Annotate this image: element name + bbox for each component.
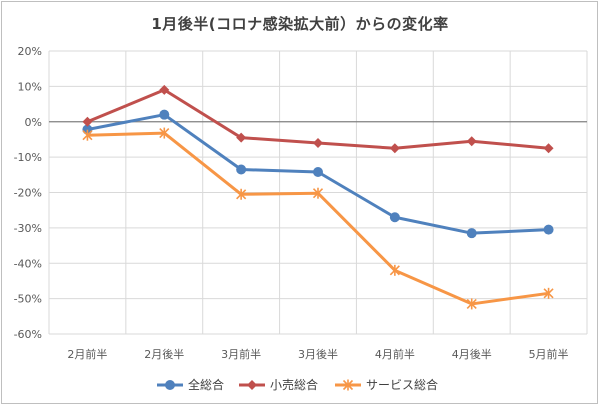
data-point <box>313 166 323 177</box>
data-point <box>236 132 247 143</box>
data-point <box>389 264 400 276</box>
y-tick-label: -50% <box>14 293 42 306</box>
data-point <box>466 228 477 239</box>
x-tick-label: 3月前半 <box>221 347 261 361</box>
series-0 <box>82 109 554 239</box>
legend-item: 全総合 <box>157 377 224 392</box>
data-point <box>82 129 93 141</box>
y-tick-label: 20% <box>18 45 42 58</box>
y-tick-label: 0% <box>25 116 42 129</box>
legend-label: 全総合 <box>188 377 224 392</box>
data-point <box>247 380 257 390</box>
y-axis: 20% 10% 0% -10% -20% -30% -40% -50% -60% <box>14 45 42 341</box>
x-tick-label: 2月前半 <box>67 347 107 361</box>
legend-item: サービス総合 <box>335 377 438 392</box>
series-2 <box>82 127 554 310</box>
data-point <box>389 143 400 154</box>
x-tick-label: 3月後半 <box>298 347 338 361</box>
data-point <box>236 188 247 200</box>
data-point <box>342 379 354 391</box>
data-point <box>543 224 554 235</box>
legend-label: 小売総合 <box>270 377 318 392</box>
x-tick-label: 2月後半 <box>144 347 184 361</box>
y-tick-label: -30% <box>14 222 42 235</box>
x-tick-label: 5月前半 <box>529 347 569 361</box>
data-point <box>236 164 247 175</box>
data-point <box>466 136 477 147</box>
chart-title: 1月後半(コロナ感染拡大前）からの変化率 <box>151 15 449 33</box>
data-point <box>543 143 554 154</box>
x-tick-label: 4月後半 <box>452 347 492 361</box>
data-point <box>165 380 175 390</box>
y-tick-label: -40% <box>14 257 42 270</box>
legend: 全総合 小売総合 サービス総合 <box>157 377 438 392</box>
data-point <box>159 84 170 95</box>
data-point <box>82 116 93 127</box>
data-point <box>312 187 324 199</box>
data-point <box>466 298 477 310</box>
data-point <box>313 137 323 148</box>
data-point <box>159 109 170 120</box>
data-point <box>389 212 400 223</box>
series-1 <box>82 84 554 154</box>
data-point <box>543 287 554 299</box>
x-tick-label: 4月前半 <box>375 347 415 361</box>
y-tick-label: -60% <box>14 328 42 341</box>
legend-item: 小売総合 <box>239 377 318 392</box>
series-layer <box>82 84 554 310</box>
y-tick-label: -20% <box>14 187 42 200</box>
y-tick-label: 10% <box>18 80 42 93</box>
x-axis: 2月前半 2月後半 3月前半 3月後半 4月前半 4月後半 5月前半 <box>67 347 568 361</box>
legend-label: サービス総合 <box>366 377 438 392</box>
data-point <box>159 127 170 139</box>
y-tick-label: -10% <box>14 151 42 164</box>
series-line <box>87 131 549 306</box>
